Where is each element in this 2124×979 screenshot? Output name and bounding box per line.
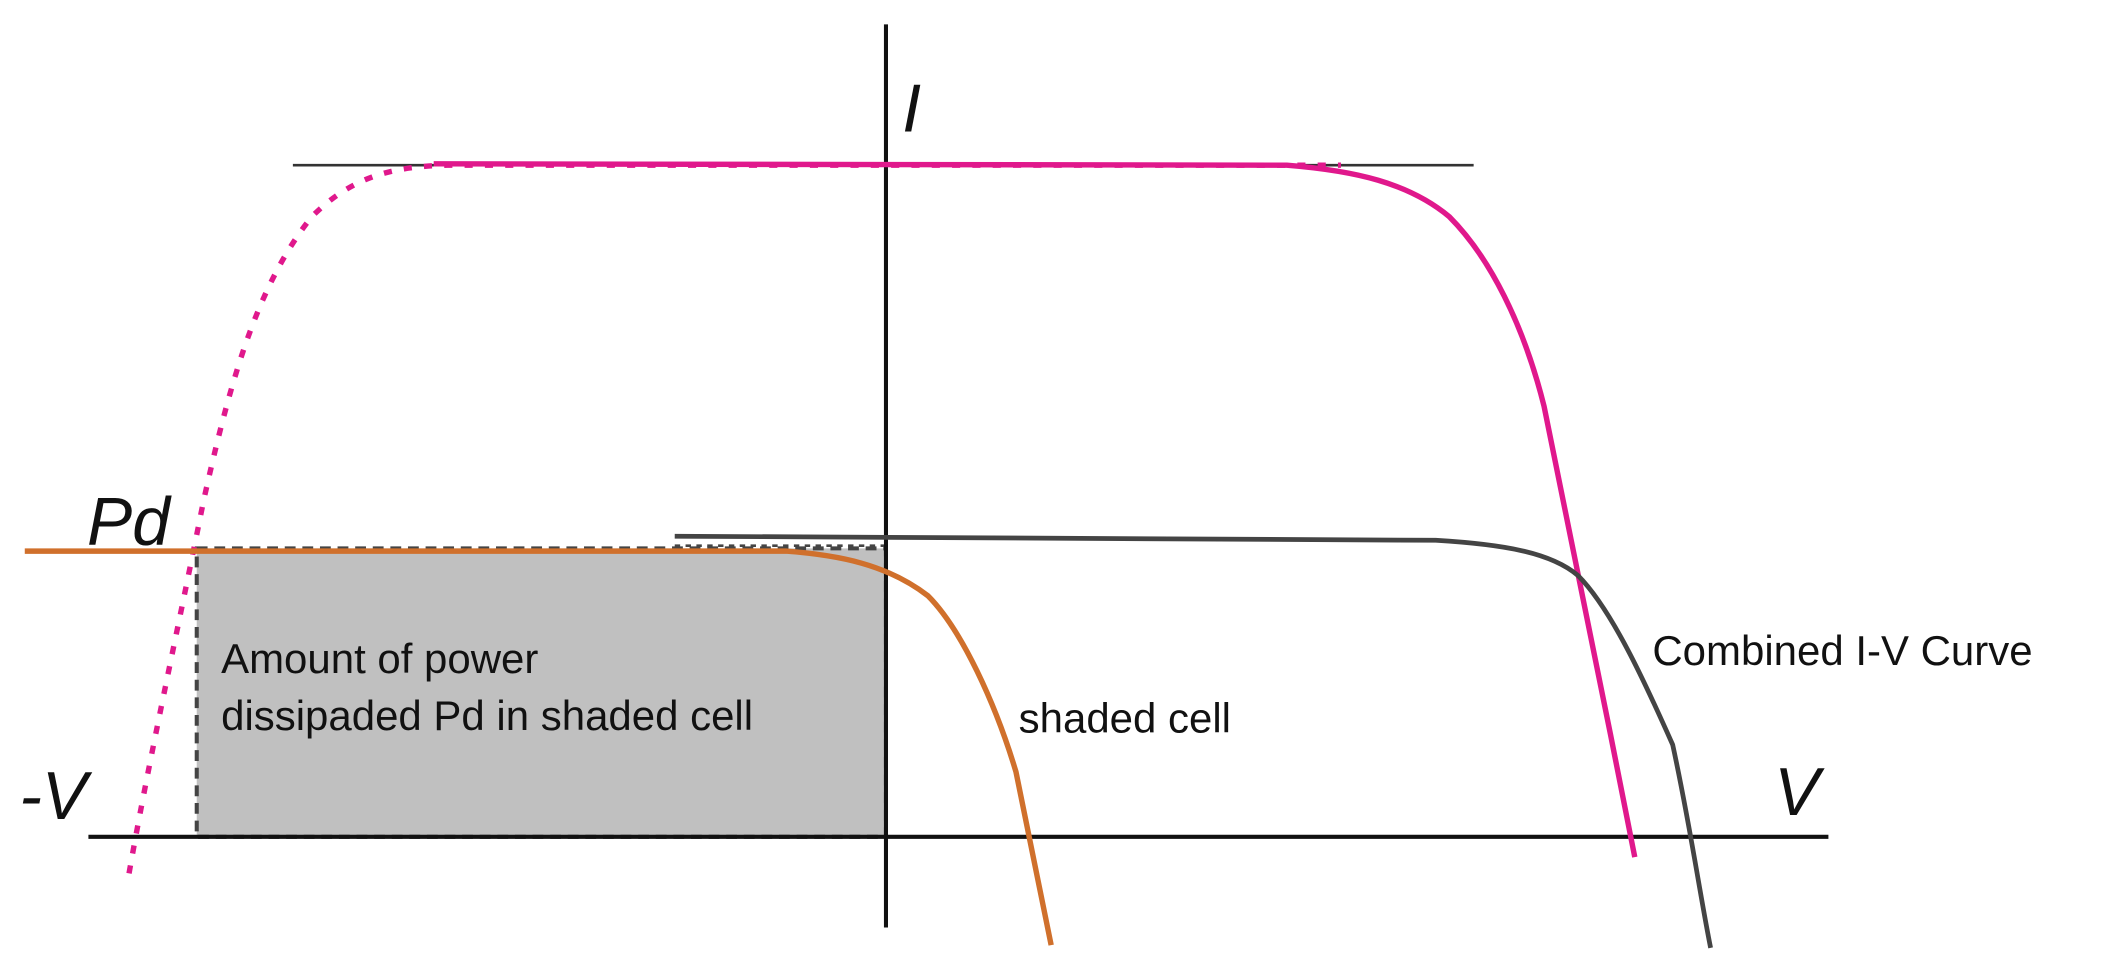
annotation-line: Amount of power	[221, 635, 538, 682]
power-label: Pd	[87, 484, 172, 559]
annotation-line: dissipaded Pd in shaded cell	[221, 692, 753, 739]
combined-curve-label: Combined I-V Curve	[1652, 627, 2032, 674]
negative-voltage-label: -V	[19, 759, 93, 834]
current-axis-label: I	[902, 71, 921, 146]
shaded-curve-label: shaded cell	[1019, 695, 1231, 742]
unshaded-curve	[433, 161, 1638, 858]
shaded-curve	[24, 548, 1054, 946]
voltage-axis-label: V	[1774, 755, 1825, 830]
power-dissipation-area	[194, 546, 889, 839]
combined-curve	[674, 533, 1713, 949]
